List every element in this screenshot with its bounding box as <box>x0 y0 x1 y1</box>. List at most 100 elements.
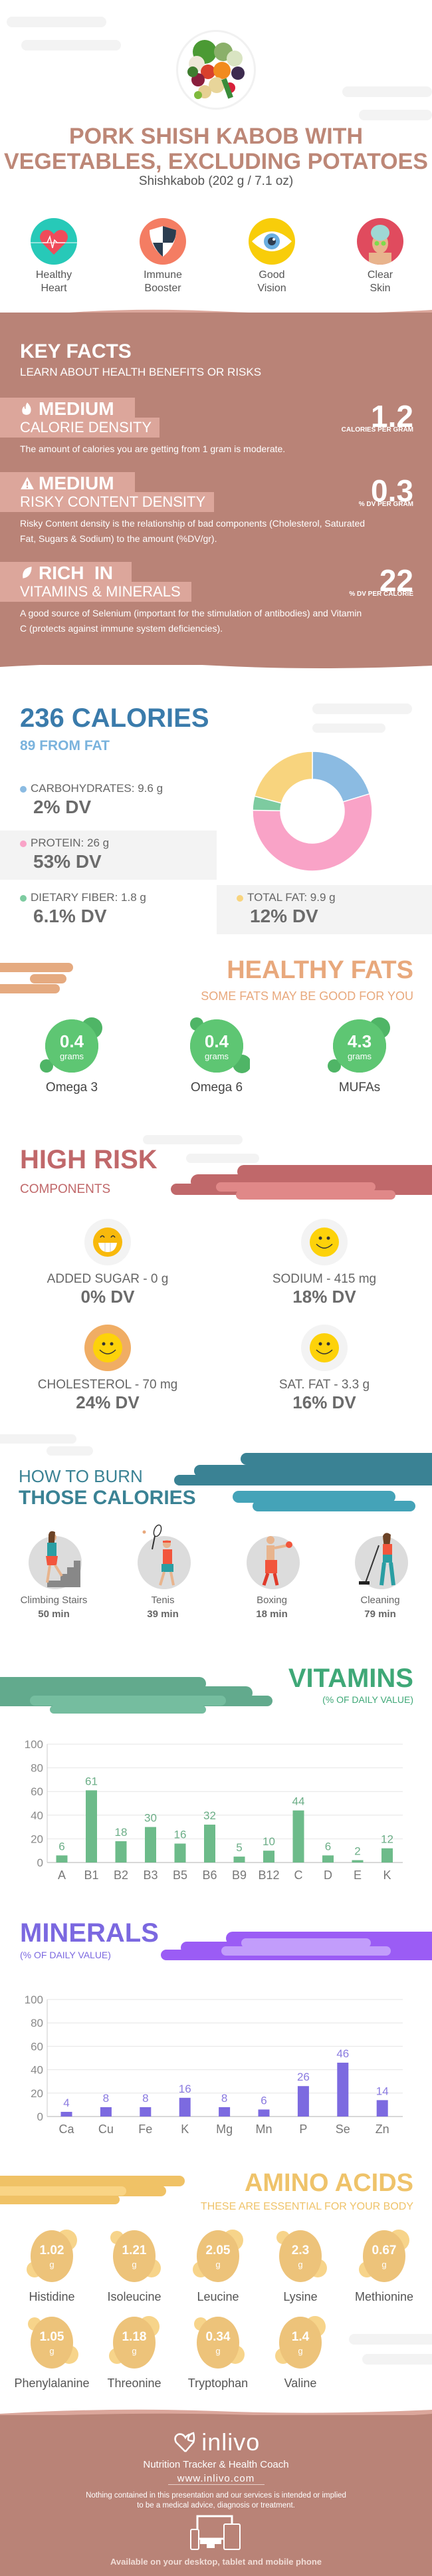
bar-b1 <box>86 1790 97 1863</box>
activity-time: 50 min <box>38 1609 70 1620</box>
vitamins-subtitle: (% OF DAILY VALUE) <box>322 1694 413 1705</box>
calories-title: 236 CALORIES <box>20 704 209 733</box>
fat-badge-fill <box>190 1019 243 1073</box>
bar-value-label: 5 <box>236 1841 242 1854</box>
food-title-line1: PORK SHISH KABOB WITH <box>69 124 363 149</box>
disclaimer-line1: Nothing contained in this presentation a… <box>86 2492 346 2500</box>
serving-size: Shishkabob (202 g / 7.1 oz) <box>138 174 294 188</box>
fact-description: Risky Content density is the relationshi… <box>20 518 366 544</box>
tennis-player-icon <box>138 1524 191 1589</box>
amino-badge: 2.3 g <box>276 2230 327 2282</box>
blob-badge <box>27 2230 77 2282</box>
x-tick-label: E <box>354 1868 362 1882</box>
healthy-fats-title: HEALTHY FATS <box>227 956 413 984</box>
bar-b12 <box>263 1851 274 1863</box>
activity-time: 79 min <box>364 1609 396 1620</box>
bar-value-label: 6 <box>261 2094 267 2107</box>
legend-label: PROTEIN: 26 g <box>31 837 110 849</box>
fat-badge: 4.3 grams <box>328 1017 390 1073</box>
decor-cloud <box>359 110 432 120</box>
amino-value: 1.21 <box>122 2244 147 2257</box>
y-tick-label: 20 <box>31 1833 43 1845</box>
decor-bar <box>0 2176 185 2186</box>
blob-badge <box>109 2316 160 2369</box>
risk-label: SAT. FAT - 3.3 g <box>278 1378 370 1392</box>
fat-badge-fill <box>45 1019 98 1073</box>
fact-value: 22 <box>379 563 413 598</box>
fact-unit: CALORIES PER GRAM <box>341 426 413 434</box>
website-link[interactable]: www.inlivo.com <box>167 2473 265 2485</box>
bar-c <box>292 1810 304 1863</box>
legend-dv: 53% DV <box>33 851 102 872</box>
legend-item-total-fat: TOTAL FAT: 9.9 g <box>237 891 336 904</box>
y-tick-label: 80 <box>31 2017 43 2029</box>
decor-bar <box>216 1182 376 1192</box>
bar-d <box>322 1855 334 1863</box>
amino-title: AMINO ACIDS <box>244 2169 413 2197</box>
fat-name: MUFAs <box>338 1081 381 1095</box>
bar-zn <box>376 2100 388 2117</box>
healthy-fats-subtitle: SOME FATS MAY BE GOOD FOR YOU <box>201 989 413 1003</box>
legend-swatch <box>20 785 27 793</box>
blob-badge <box>194 2317 245 2369</box>
bar-value-label: 18 <box>115 1826 128 1839</box>
decor-bar <box>236 1190 395 1200</box>
amino-unit: g <box>381 2259 387 2269</box>
bar-p <box>297 2086 309 2117</box>
amino-unit: g <box>132 2346 137 2356</box>
amino-subtitle: THESE ARE ESSENTIAL FOR YOUR BODY <box>200 2201 413 2212</box>
food-title-line2: VEGETABLES, EXCLUDING POTATOES <box>4 149 428 174</box>
risk-dv: 16% DV <box>292 1392 356 1412</box>
smiling-face-icon <box>310 1333 339 1362</box>
footer: inlivo Nutrition Tracker & Health Coach … <box>0 2415 432 2576</box>
risk-item: CHOLESTEROL - 70 mg 24% DV <box>8 1325 207 1413</box>
amino-acid-item: 1.4 g Valine <box>259 2316 342 2390</box>
bar-value-label: 8 <box>221 2092 227 2105</box>
fact-value: 1.2 <box>371 399 413 434</box>
risk-item: ADDED SUGAR - 0 g 0% DV <box>8 1219 207 1307</box>
y-tick-label: 100 <box>25 1738 43 1751</box>
fact-level: MEDIUM <box>39 473 114 493</box>
amino-value: 1.02 <box>39 2244 64 2257</box>
decor-bar <box>30 974 66 983</box>
fat-badge: 0.4 grams <box>40 1017 102 1073</box>
legend-swatch <box>237 894 243 902</box>
amino-badge: 1.18 g <box>109 2316 160 2369</box>
x-tick-label: B2 <box>114 1868 128 1882</box>
decor-bar <box>0 2186 126 2196</box>
brand-name: inlivo <box>201 2428 261 2456</box>
decor-bar <box>194 1465 432 1477</box>
amino-value: 2.3 <box>291 2244 310 2257</box>
bar-value-label: 4 <box>63 2097 69 2109</box>
amino-name: Threonine <box>107 2377 162 2390</box>
flame-icon <box>22 402 31 415</box>
legend-bg <box>0 831 217 880</box>
disclaimer-line2: to be a medical advice, diagnosis or tre… <box>137 2502 295 2510</box>
stairs-climber-icon <box>29 1531 82 1589</box>
fat-name: Omega 3 <box>45 1081 98 1095</box>
risk-item: SAT. FAT - 3.3 g 16% DV <box>225 1325 424 1413</box>
decor-bar <box>241 1453 432 1465</box>
bar-b5 <box>174 1843 186 1863</box>
fact-value: 0.3 <box>371 473 413 508</box>
x-tick-label: B1 <box>84 1868 98 1882</box>
x-tick-label: Cu <box>98 2123 114 2136</box>
decor-cloud <box>21 40 121 51</box>
wave-divider <box>0 662 432 668</box>
key-facts-subtitle: LEARN ABOUT HEALTH BENEFITS OR RISKS <box>20 366 262 378</box>
amino-value: 0.34 <box>205 2330 231 2344</box>
food-photo <box>176 30 256 110</box>
x-tick-label: A <box>58 1868 66 1882</box>
decor-bar <box>174 1475 432 1485</box>
burn-title-line1: HOW TO BURN <box>19 1466 143 1486</box>
bar-value-label: 2 <box>354 1845 360 1857</box>
boxer-icon <box>247 1536 300 1589</box>
bar-mg <box>219 2107 231 2117</box>
bar-value-label: 10 <box>263 1835 275 1848</box>
legend-label: CARBOHYDRATES: 9.6 g <box>31 782 163 795</box>
key-facts-section: KEY FACTS LEARN ABOUT HEALTH BENEFITS OR… <box>0 313 432 665</box>
legend-label: TOTAL FAT: 9.9 g <box>247 891 336 904</box>
activity-item: Boxing 18 min <box>222 1524 322 1620</box>
fat-value: 0.4 <box>59 1031 84 1051</box>
smiling-face-icon <box>93 1333 122 1362</box>
